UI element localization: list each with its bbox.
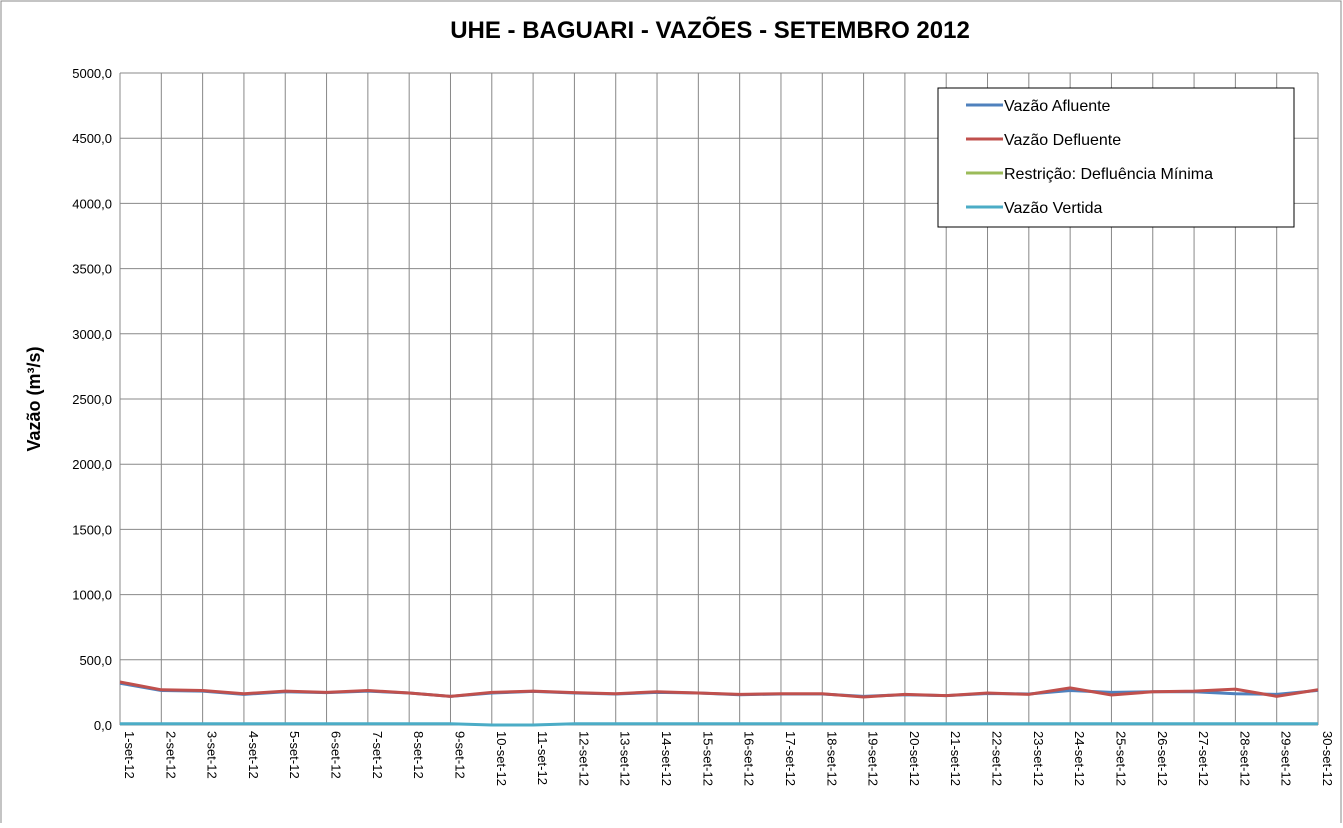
x-tick-label: 18-set-12	[824, 731, 839, 786]
y-tick-label: 500,0	[79, 653, 112, 668]
y-tick-label: 4000,0	[72, 196, 112, 211]
x-tick-label: 28-set-12	[1237, 731, 1252, 786]
x-tick-label: 13-set-12	[618, 731, 633, 786]
x-tick-label: 2-set-12	[163, 731, 178, 779]
y-tick-label: 1500,0	[72, 522, 112, 537]
x-tick-label: 9-set-12	[452, 731, 467, 779]
x-tick-label: 3-set-12	[205, 731, 220, 779]
x-tick-label: 7-set-12	[370, 731, 385, 779]
y-tick-label: 3500,0	[72, 262, 112, 277]
x-tick-label: 11-set-12	[535, 731, 550, 785]
x-tick-label: 6-set-12	[329, 731, 344, 779]
y-tick-label: 2000,0	[72, 457, 112, 472]
x-tick-label: 8-set-12	[411, 731, 426, 779]
legend-box	[937, 87, 1295, 228]
x-tick-label: 20-set-12	[907, 731, 922, 786]
legend-label: Restrição: Defluência Mínima	[1004, 166, 1213, 183]
x-tick-label: 14-set-12	[659, 731, 674, 786]
x-tick-label: 5-set-12	[287, 731, 302, 779]
x-tick-label: 17-set-12	[783, 731, 798, 786]
legend-label: Vazão Defluente	[1004, 132, 1121, 149]
series-line	[120, 722, 1318, 727]
y-axis-label: Vazão (m³/s)	[24, 346, 44, 451]
x-tick-label: 4-set-12	[246, 731, 261, 779]
x-tick-label: 29-set-12	[1279, 731, 1294, 786]
y-tick-label: 4500,0	[72, 131, 112, 146]
y-tick-label: 3000,0	[72, 327, 112, 342]
x-tick-label: 30-set-12	[1320, 731, 1335, 786]
x-tick-label: 24-set-12	[1072, 731, 1087, 786]
legend-label: Vazão Vertida	[1004, 200, 1103, 217]
chart-title: UHE - BAGUARI - VAZÕES - SETEMBRO 2012	[450, 16, 970, 44]
x-tick-label: 23-set-12	[1031, 731, 1046, 786]
x-tick-label: 1-set-12	[122, 731, 137, 779]
y-tick-label: 2500,0	[72, 392, 112, 407]
x-tick-label: 21-set-12	[948, 731, 963, 786]
y-tick-label: 1000,0	[72, 588, 112, 603]
legend-label: Vazão Afluente	[1004, 98, 1111, 115]
y-tick-label: 5000,0	[72, 66, 112, 81]
x-tick-label: 10-set-12	[494, 731, 509, 786]
series-line	[119, 680, 1319, 699]
y-tick-label: 0,0	[94, 718, 112, 733]
x-tick-label: 16-set-12	[742, 731, 757, 786]
x-tick-label: 26-set-12	[1155, 731, 1170, 786]
x-tick-label: 22-set-12	[990, 731, 1005, 786]
x-tick-label: 19-set-12	[866, 731, 881, 786]
x-tick-label: 27-set-12	[1196, 731, 1211, 786]
x-tick-label: 12-set-12	[576, 731, 591, 786]
x-tick-label: 25-set-12	[1113, 731, 1128, 786]
x-tick-label: 15-set-12	[700, 731, 715, 786]
